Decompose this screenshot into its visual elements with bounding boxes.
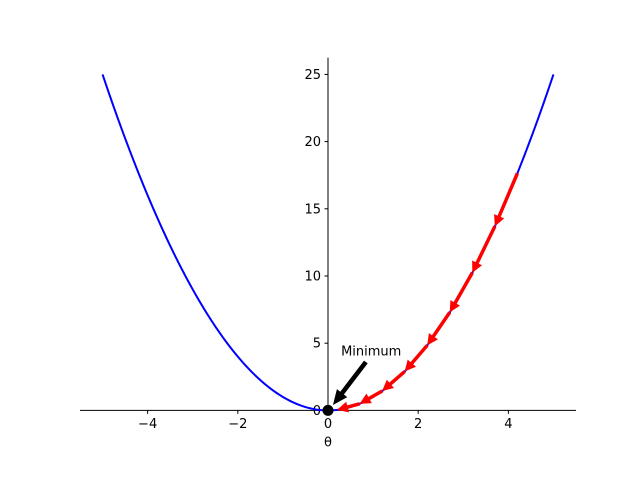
y-tick-label: 10 (304, 270, 321, 285)
y-tick-label: 20 (304, 135, 321, 150)
x-axis-label: θ (324, 435, 332, 450)
gradient-step-arrow-shaft (496, 172, 519, 219)
gradient-step-arrow-shaft (409, 344, 429, 366)
minimum-marker (322, 404, 334, 416)
gradient-step-arrow-head (359, 393, 372, 404)
x-tick-label: 2 (414, 417, 422, 432)
x-tick-label: 4 (504, 417, 512, 432)
gradient-step-arrow-shaft (474, 225, 497, 266)
gradient-step-arrow-shaft (430, 311, 452, 339)
gradient-step-arrow-shaft (387, 370, 406, 387)
y-tick-label: 0 (313, 404, 321, 419)
y-tick-label: 25 (304, 68, 321, 83)
gradient-step-arrow-shaft (366, 389, 383, 401)
x-tick-label: −4 (138, 417, 157, 432)
x-tick-label: −2 (228, 417, 247, 432)
gradient-step-arrow-head (449, 300, 460, 313)
annotation-arrow (332, 360, 368, 406)
gradient-step-arrow-head (472, 260, 483, 273)
gradient-step-arrow-head (382, 379, 395, 392)
gradient-step-arrow-shaft (345, 402, 361, 410)
gradient-step-arrow-head (427, 333, 438, 346)
annotation-label: Minimum (341, 344, 401, 359)
y-tick-label: 15 (304, 202, 321, 217)
x-tick-label: 0 (324, 417, 332, 432)
gradient-step-arrow-head (404, 359, 416, 372)
y-tick-label: 5 (313, 337, 321, 352)
gradient-step-arrow-shaft (452, 271, 474, 306)
gradient-step-arrow-head (337, 401, 350, 413)
gradient-step-arrow-head (494, 214, 505, 227)
